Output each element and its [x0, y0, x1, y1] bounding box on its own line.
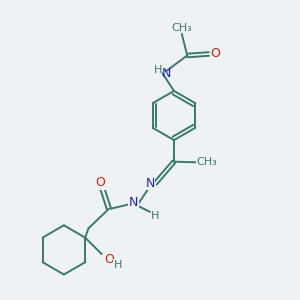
Text: CH₃: CH₃	[196, 157, 218, 167]
Text: N: N	[161, 67, 171, 80]
Text: O: O	[104, 253, 114, 266]
Text: H: H	[114, 260, 122, 270]
Text: N: N	[129, 196, 138, 209]
Text: O: O	[211, 47, 220, 61]
Text: H: H	[151, 211, 160, 221]
Text: O: O	[96, 176, 105, 190]
Text: CH₃: CH₃	[171, 23, 192, 33]
Text: H: H	[154, 65, 162, 75]
Text: N: N	[145, 177, 155, 190]
